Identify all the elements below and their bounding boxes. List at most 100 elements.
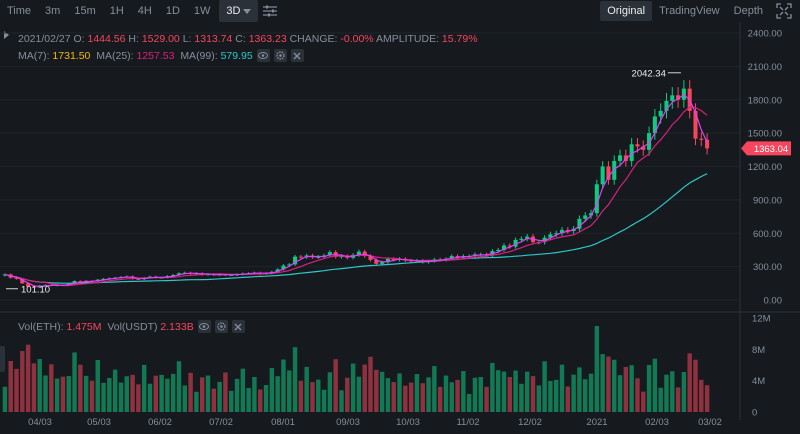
volume-bar: [170, 373, 176, 412]
timeframe-time[interactable]: Time: [7, 5, 32, 17]
volume-bar: [101, 382, 106, 412]
volume-axis-label: 0: [752, 408, 757, 419]
candle-body: [414, 260, 419, 262]
gear-icon[interactable]: [214, 320, 228, 333]
volume-bar: [461, 371, 466, 412]
candle-body: [565, 229, 570, 232]
open-label: O:: [73, 33, 85, 45]
candle-body: [89, 280, 94, 282]
toolbar: Time 3m 15m 1H 4H 1D 1W 3D: [0, 0, 800, 22]
volume-bar: [414, 374, 420, 412]
candle-body: [26, 283, 31, 287]
candle-body: [426, 261, 431, 263]
candle-body: [246, 273, 251, 275]
candle-body: [281, 265, 286, 270]
candle-body: [641, 146, 646, 150]
volume-bar: [345, 377, 350, 412]
candle-body: [554, 233, 559, 235]
candle-body: [548, 234, 553, 238]
candle-body: [629, 144, 634, 161]
view-depth[interactable]: Depth: [733, 5, 763, 17]
volume-bar: [495, 370, 501, 412]
volume-bar: [513, 370, 518, 412]
volume-bar: [223, 372, 228, 412]
volume-bar: [600, 354, 605, 412]
candle-body: [84, 280, 89, 283]
volume-bar: [664, 374, 669, 412]
volume-bar: [112, 369, 118, 412]
fullscreen-icon[interactable]: [776, 3, 792, 19]
volume-bar: [670, 371, 675, 412]
volume-bar: [554, 379, 559, 412]
volume-bar: [583, 379, 588, 412]
candle-body: [31, 286, 36, 288]
candle-body: [449, 256, 454, 259]
volume-axis-label: 12M: [752, 314, 771, 325]
candle-body: [333, 252, 338, 257]
candle-body: [461, 256, 466, 258]
volume-bar: [420, 383, 425, 412]
timeframe-1d[interactable]: 1D: [165, 5, 180, 17]
candle-body: [72, 281, 77, 284]
volume-bar: [229, 390, 234, 412]
volume-bar: [646, 364, 652, 412]
candle-body: [385, 258, 390, 263]
volume-bar: [275, 376, 280, 412]
candle-body: [600, 166, 605, 185]
price-axis-label: 0.00: [764, 296, 783, 307]
volume-bar: [507, 377, 512, 412]
candle-body: [467, 256, 472, 258]
volume-bar: [194, 391, 199, 412]
timeframe-3m[interactable]: 3m: [45, 5, 61, 17]
timeframe-4h[interactable]: 4H: [137, 5, 152, 17]
volume-bar: [542, 361, 547, 412]
candle-body: [269, 271, 274, 274]
close-icon[interactable]: [231, 320, 245, 333]
time-axis-label: 04/03: [28, 417, 52, 428]
volume-bar: [693, 359, 698, 412]
volume-bar: [165, 378, 170, 412]
volume-bar: [501, 371, 507, 412]
candle-body: [664, 100, 669, 111]
candle-body: [107, 278, 112, 280]
volume-bar: [617, 375, 623, 412]
settings-sliders-icon[interactable]: [262, 3, 278, 19]
close-icon[interactable]: [290, 49, 304, 62]
timeframe-1w[interactable]: 1W: [193, 5, 211, 17]
volume-bar: [403, 385, 408, 412]
volume-bar: [629, 365, 634, 412]
ma7-value: 1731.50: [52, 49, 91, 62]
candle-body: [118, 276, 123, 278]
candle-body: [623, 155, 628, 161]
candle-body: [165, 276, 170, 278]
volume-bar: [107, 377, 112, 412]
volume-bar: [14, 368, 19, 412]
vol-usdt-value: 2.133B: [160, 320, 194, 333]
candle-body: [635, 144, 640, 147]
candle-body: [153, 276, 158, 278]
timeframe-1h[interactable]: 1H: [109, 5, 124, 17]
eye-icon[interactable]: [256, 49, 270, 62]
eye-icon[interactable]: [197, 320, 211, 333]
time-axis-label: 2021: [586, 417, 607, 428]
view-original[interactable]: Original: [600, 1, 653, 21]
drag-handle[interactable]: [0, 346, 5, 372]
candle-body: [20, 278, 25, 284]
view-tradingview[interactable]: TradingView: [659, 5, 720, 17]
selected-timeframe-label: 3D: [226, 5, 241, 17]
timeframe-15m[interactable]: 15m: [74, 5, 96, 17]
candle-body: [420, 260, 425, 263]
volume-bar: [310, 382, 315, 412]
candle-body: [542, 237, 547, 243]
volume-bar: [565, 386, 571, 412]
candle-body: [310, 255, 315, 258]
volume-bar: [281, 359, 286, 412]
gear-icon[interactable]: [273, 49, 287, 62]
candle-body: [652, 116, 657, 134]
volume-bar: [205, 375, 211, 412]
price-axis-label: 900.00: [753, 195, 782, 206]
volume-bar: [234, 378, 240, 412]
timeframe-selected-dropdown[interactable]: 3D: [219, 0, 259, 22]
collapse-caret-icon[interactable]: [4, 31, 9, 39]
